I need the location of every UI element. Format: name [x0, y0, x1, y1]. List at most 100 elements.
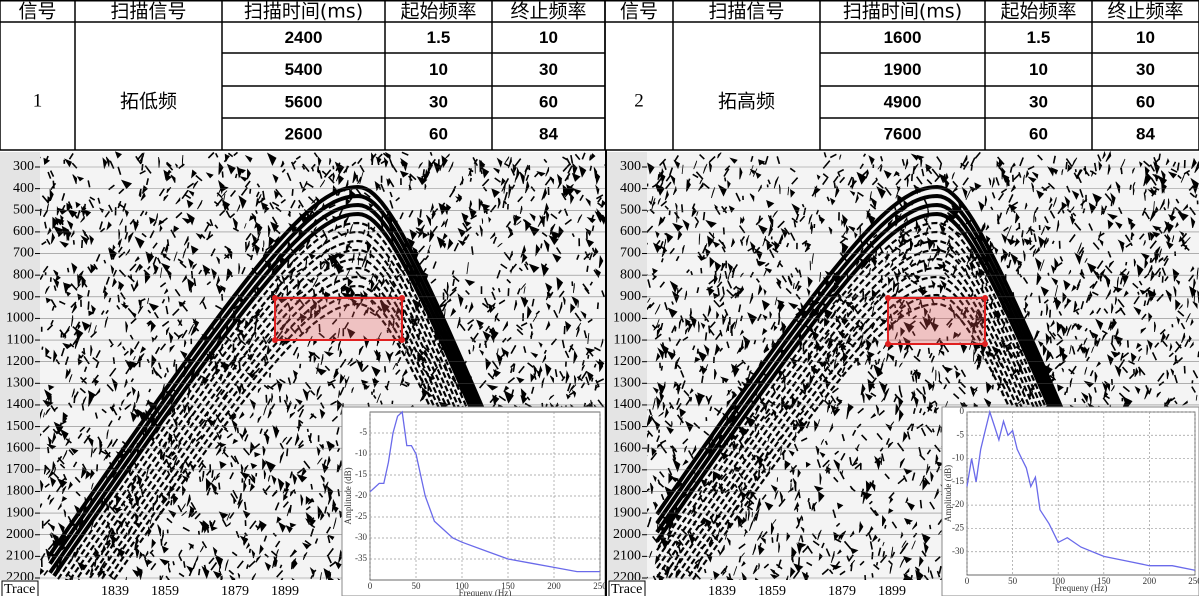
inset-y-tick-label: -15: [952, 476, 964, 486]
y-tick-label: 2100: [6, 549, 34, 564]
y-tick-label: 1800: [613, 484, 641, 499]
inset-y-tick-label: -5: [957, 429, 965, 439]
table-cell: 10: [429, 60, 448, 79]
inset-x-tick-label: 250: [1188, 576, 1199, 586]
y-tick-label: 700: [13, 246, 34, 261]
seismic-event: [85, 257, 524, 576]
spectrum-line: [369, 410, 600, 573]
trace-box: [1, 580, 39, 596]
seismic-event: [656, 239, 1111, 575]
inset-x-tick-label: 100: [1051, 576, 1065, 586]
table-cell: 60: [539, 92, 558, 111]
table-header: 扫描时间(ms): [843, 1, 962, 23]
seismic-event: [69, 239, 532, 581]
y-axis-strip: [0, 152, 40, 582]
analysis-window: [274, 297, 403, 341]
seismic-event: [655, 202, 1127, 577]
inset-y-tick-label: -30: [952, 546, 964, 556]
y-tick-label: 1300: [613, 376, 641, 391]
table-cell: 1600: [884, 28, 922, 47]
table-header: 起始频率: [1000, 1, 1076, 23]
y-tick-label: 700: [620, 246, 641, 261]
y-tick-label: 2000: [6, 527, 34, 542]
seismic-event: [655, 211, 1123, 577]
inset-y-tick-label: -15: [355, 469, 367, 479]
y-tick-label: 1400: [613, 397, 641, 412]
seismic-event: [656, 230, 1115, 576]
signal-id: 2: [634, 90, 644, 111]
inset-y-tick-label: -20: [952, 499, 964, 509]
table-header: 信号: [620, 1, 658, 23]
y-tick-label: 1500: [613, 419, 641, 434]
trace-number: 1899: [271, 584, 299, 596]
seismic-event: [664, 257, 1103, 576]
y-tick-label: 400: [13, 181, 34, 196]
inset-y-tick-label: -20: [355, 490, 367, 500]
table-cell: 1.5: [1027, 28, 1051, 47]
table-header: 终止频率: [1107, 1, 1183, 23]
inset-x-tick-label: 100: [455, 581, 469, 591]
y-tick-label: 1600: [613, 440, 641, 455]
y-tick-label: 1000: [6, 311, 34, 326]
seismic-event: [655, 184, 1135, 579]
table-cell: 2600: [285, 124, 323, 143]
seismic-event: [655, 193, 1131, 578]
trace-number: 1899: [878, 584, 906, 596]
sweep-name: 拓高频: [718, 91, 775, 113]
y-tick-label: 1200: [613, 354, 641, 369]
table-cell: 1900: [884, 60, 922, 79]
window-corner: [982, 295, 988, 301]
y-tick-label: 1100: [7, 332, 34, 347]
window-corner: [272, 295, 278, 301]
trace-label: Trace: [611, 582, 642, 596]
table-header: 起始频率: [400, 1, 476, 23]
table-cell: 4900: [884, 92, 922, 111]
window-corner: [885, 295, 891, 301]
inset-x-tick-label: 0: [965, 576, 970, 586]
table-cell: 10: [539, 28, 558, 47]
inset-x-tick-label: 50: [412, 581, 422, 591]
y-tick-label: 500: [620, 202, 641, 217]
inset-frame: [941, 406, 1199, 596]
y-tick-label: 1100: [614, 332, 641, 347]
trace-number: 1839: [708, 584, 736, 596]
inset-x-label: Frequeny (Hz): [1055, 583, 1108, 593]
table-header: 信号: [18, 1, 56, 23]
window-corner: [399, 337, 405, 343]
table-cell: 30: [1136, 60, 1155, 79]
y-tick-label: 300: [620, 159, 641, 174]
inset-y-tick-label: -35: [355, 553, 367, 563]
y-tick-label: 1500: [6, 419, 34, 434]
y-tick-label: 1000: [613, 311, 641, 326]
inset-x-label: Frequeny (Hz): [459, 588, 512, 596]
window-corner: [272, 337, 278, 343]
seismic-event: [57, 221, 540, 580]
table-cell: 5400: [285, 60, 323, 79]
seismic-event: [676, 275, 1095, 577]
seismic-event: [656, 221, 1119, 576]
inset-y-tick-label: -5: [360, 427, 368, 437]
y-tick-label: 600: [620, 224, 641, 239]
inset-y-tick-label: -10: [355, 448, 367, 458]
y-tick-label: 1900: [613, 505, 641, 520]
trace-label: Trace: [4, 582, 35, 596]
y-axis-strip: [607, 152, 647, 582]
y-tick-label: 900: [13, 289, 34, 304]
y-tick-label: 1600: [6, 440, 34, 455]
table-cell: 30: [429, 92, 448, 111]
table-header: 扫描信号: [110, 1, 186, 23]
seismic-event: [97, 275, 516, 577]
y-tick-label: 900: [620, 289, 641, 304]
inset-x-tick-label: 150: [1097, 576, 1111, 586]
analysis-window: [887, 297, 986, 345]
table-cell: 5600: [285, 92, 323, 111]
seismic-event: [113, 302, 504, 581]
table-cell: 30: [1029, 92, 1048, 111]
seismic-event: [656, 248, 1107, 578]
table-cell: 1.5: [427, 28, 451, 47]
trace-number: 1859: [151, 584, 179, 596]
inset-y-label: Amplitude (dB): [343, 467, 353, 524]
inset-x-tick-label: 200: [1143, 576, 1157, 586]
